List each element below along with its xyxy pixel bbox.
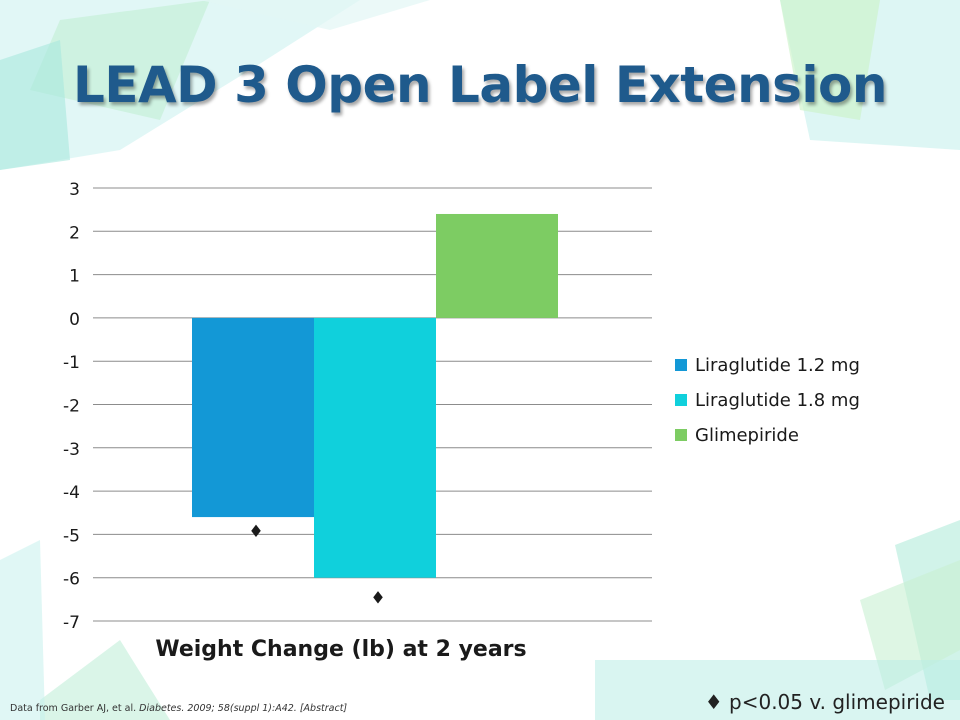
y-tick-label: 1 xyxy=(69,267,80,287)
y-tick-label: -6 xyxy=(63,570,80,590)
x-axis-label: Weight Change (lb) at 2 years xyxy=(155,637,526,662)
citation-footnote: Data from Garber AJ, et al. Diabetes. 20… xyxy=(10,703,347,714)
chart-bars xyxy=(192,213,558,578)
y-tick-label: 0 xyxy=(69,310,80,330)
legend-label: Liraglutide 1.8 mg xyxy=(695,390,860,411)
significance-marker: ♦ xyxy=(370,589,385,609)
legend-swatch xyxy=(675,394,687,406)
significance-marker: ♦ xyxy=(248,522,263,542)
y-tick-label: -7 xyxy=(63,613,80,633)
citation-lead: Data from Garber AJ, et al. xyxy=(10,703,137,714)
legend-swatch xyxy=(675,429,687,441)
y-tick-label: -1 xyxy=(63,353,80,373)
slide-title: LEAD 3 Open Label Extension xyxy=(72,56,888,114)
significance-markers: ♦♦ xyxy=(248,522,385,609)
y-tick-label: 2 xyxy=(69,223,80,243)
legend-label: Liraglutide 1.2 mg xyxy=(695,355,860,376)
chart-legend: Liraglutide 1.2 mg Liraglutide 1.8 mg Glim… xyxy=(675,355,860,446)
bar-glimepiride xyxy=(436,213,558,318)
y-tick-label: -3 xyxy=(63,440,80,460)
significance-note: ♦ p<0.05 v. glimepiride xyxy=(704,690,945,714)
y-axis-ticks: 3 2 1 0 -1 -2 -3 -4 -5 -6 -7 xyxy=(63,180,80,633)
legend-label: Glimepiride xyxy=(695,425,799,446)
y-tick-label: -2 xyxy=(63,397,80,417)
bar-liraglutide-1-2-mg xyxy=(192,317,314,518)
bar-liraglutide-1-8-mg xyxy=(314,317,436,578)
y-tick-label: -5 xyxy=(63,526,80,546)
citation-journal: Diabetes. 2009; 58(suppl 1):A42. [Abstra… xyxy=(139,703,348,714)
y-tick-label: -4 xyxy=(63,483,80,503)
legend-swatch xyxy=(675,359,687,371)
y-tick-label: 3 xyxy=(69,180,80,200)
